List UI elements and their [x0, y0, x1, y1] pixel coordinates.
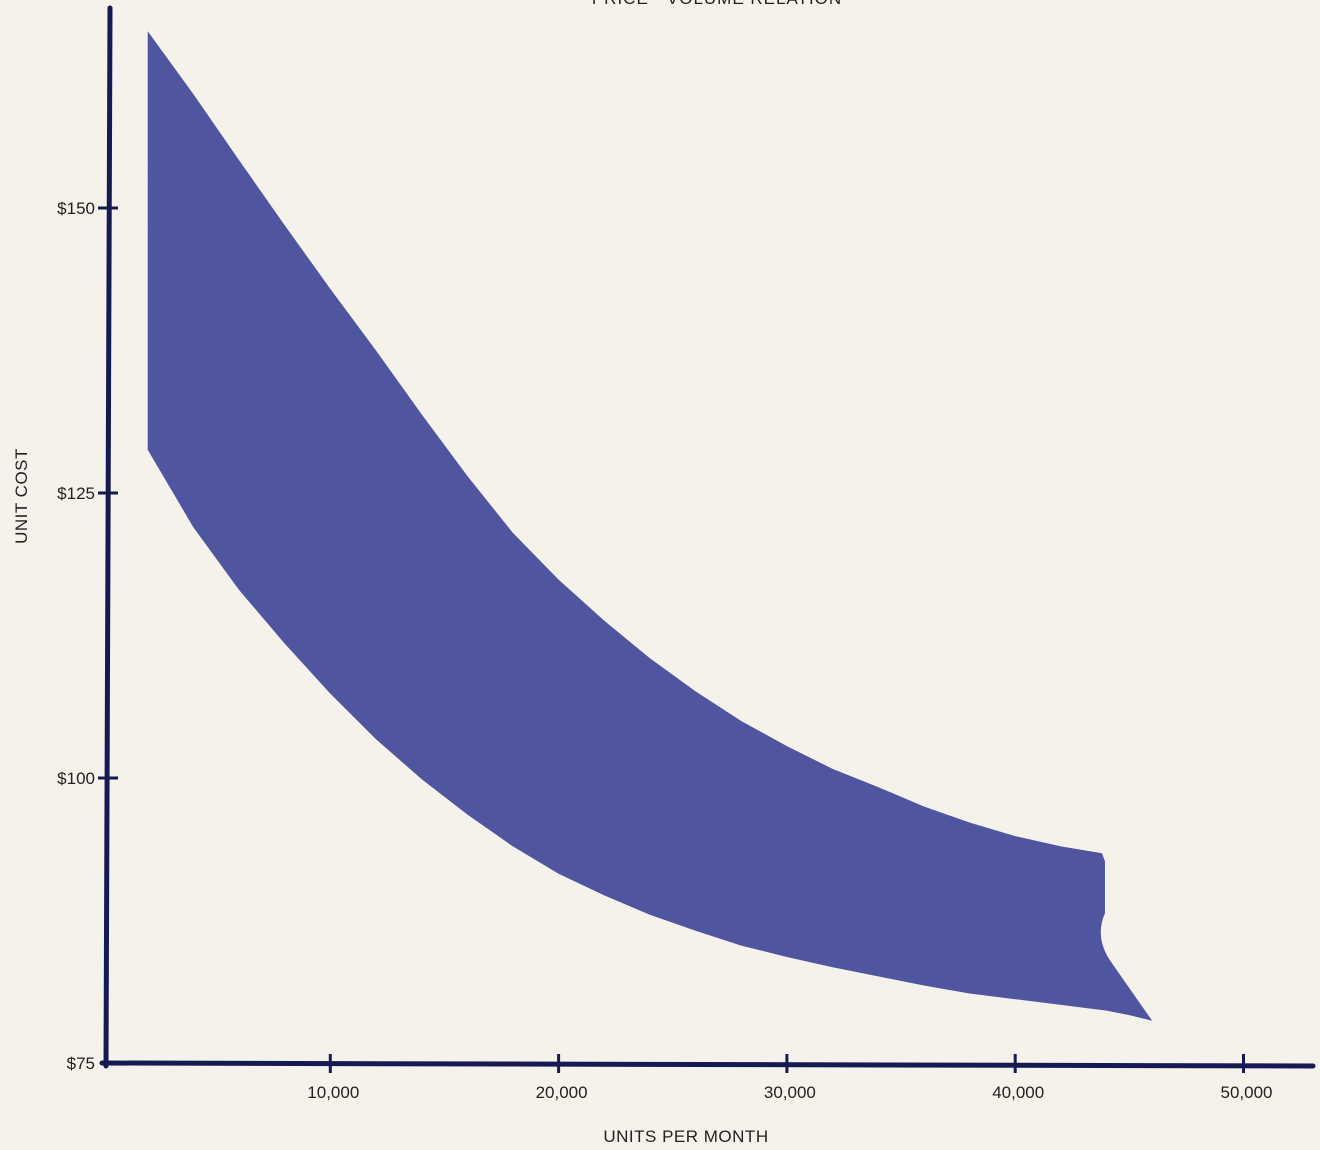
y-tick-label: $125: [57, 484, 95, 503]
chart-title: PRICE - VOLUME RELATION: [592, 0, 842, 8]
x-tick-label: 10,000: [307, 1083, 359, 1102]
x-tick-label: 20,000: [536, 1083, 588, 1102]
cost-band-area: [147, 31, 1153, 1021]
y-tick-label: $100: [57, 769, 95, 788]
x-tick-label: 30,000: [764, 1083, 816, 1102]
x-axis-title: UNITS PER MONTH: [603, 1127, 768, 1146]
y-tick-label: $150: [57, 199, 95, 218]
y-tick-label: $75: [67, 1054, 95, 1073]
tick-layer: 10,000 20,000 30,000 40,000 50,000 $75 $100 $12…: [57, 199, 1272, 1102]
y-axis-line: [103, 5, 113, 1069]
x-axis-line: [99, 1060, 1316, 1069]
x-tick-label: 50,000: [1221, 1083, 1273, 1102]
axis-layer: [99, 5, 1316, 1069]
x-tick-label: 40,000: [992, 1083, 1044, 1102]
y-axis-title: UNIT COST: [12, 448, 31, 544]
band-layer: [147, 31, 1153, 1021]
